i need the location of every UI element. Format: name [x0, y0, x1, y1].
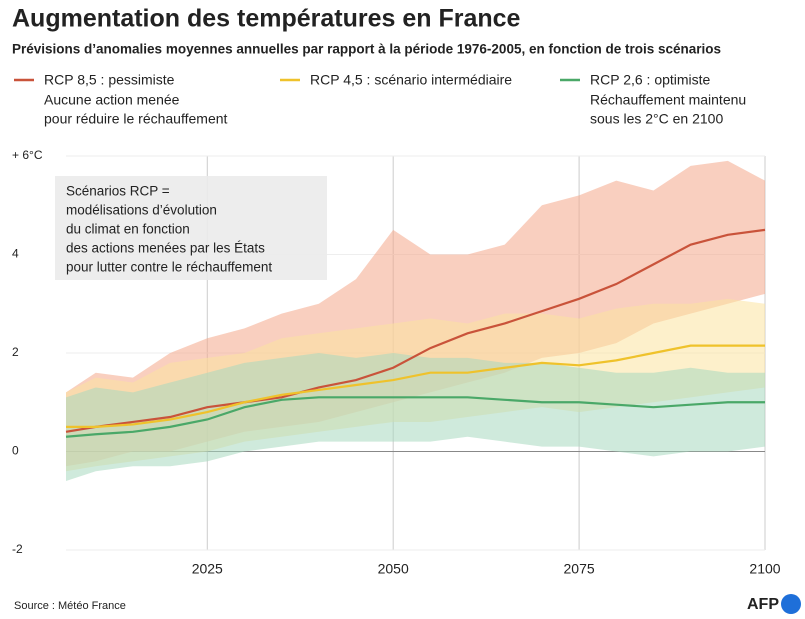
- series-line: [65, 396, 765, 438]
- y-tick-label: 2: [12, 345, 19, 359]
- legend-label: RCP 2,6 : optimiste: [590, 72, 711, 88]
- logo-circle: [781, 594, 801, 614]
- y-tick-label: -2: [12, 542, 23, 556]
- legend-description: Aucune action menée: [44, 92, 180, 108]
- y-tick-label: 4: [12, 247, 19, 261]
- logo: AFP: [747, 596, 779, 613]
- annotation-box: [55, 176, 327, 280]
- annotation-text: Scénarios RCP =: [66, 184, 170, 199]
- y-tick-label: + 6°C: [12, 148, 43, 162]
- legend-label: RCP 8,5 : pessimiste: [44, 72, 175, 88]
- y-tick-label: 0: [12, 444, 19, 458]
- annotation-text: des actions menées par les États: [66, 241, 265, 256]
- chart-subtitle: Prévisions d’anomalies moyennes annuelle…: [12, 42, 721, 57]
- uncertainty-band: [66, 353, 765, 482]
- annotation-text: modélisations d’évolution: [66, 203, 217, 218]
- legend-description: sous les 2°C en 2100: [590, 111, 723, 127]
- legend-description: pour réduire le réchauffement: [44, 111, 228, 127]
- x-tick-label: 2100: [749, 561, 780, 577]
- legend-description: Réchauffement maintenu: [590, 92, 746, 108]
- series-line: [65, 228, 766, 433]
- series-line: [66, 344, 765, 428]
- x-tick-label: 2050: [378, 561, 409, 577]
- chart-title: Augmentation des températures en France: [12, 5, 521, 33]
- x-tick-label: 2075: [564, 561, 595, 577]
- annotation-text: du climat en fonction: [66, 222, 190, 237]
- x-tick-label: 2025: [192, 561, 223, 577]
- source: Source : Météo France: [14, 600, 126, 612]
- annotation-text: pour lutter contre le réchauffement: [66, 260, 272, 275]
- legend-label: RCP 4,5 : scénario intermédiaire: [310, 72, 512, 88]
